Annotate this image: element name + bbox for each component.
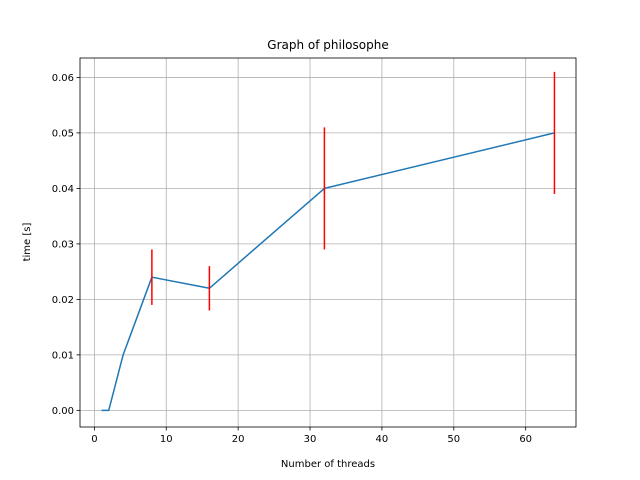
x-axis: 0 10 20 30 40 50 60 xyxy=(91,427,532,445)
x-axis-label: Number of threads xyxy=(281,459,375,470)
y-tick-label: 0.04 xyxy=(52,184,74,195)
grid xyxy=(80,58,576,427)
x-tick-label: 20 xyxy=(232,434,245,445)
y-tick-label: 0.06 xyxy=(52,73,74,84)
x-tick-label: 30 xyxy=(304,434,317,445)
y-tick-label: 0.01 xyxy=(52,350,74,361)
x-tick-label: 10 xyxy=(160,434,173,445)
x-tick-label: 50 xyxy=(447,434,460,445)
x-tick-label: 40 xyxy=(376,434,389,445)
x-tick-label: 60 xyxy=(519,434,532,445)
y-tick-label: 0.02 xyxy=(52,295,74,306)
plot-frame xyxy=(79,57,577,428)
y-tick-label: 0.03 xyxy=(52,239,74,250)
y-tick-label: 0.05 xyxy=(52,128,74,139)
x-tick-label: 0 xyxy=(91,434,97,445)
y-tick-label: 0.00 xyxy=(52,406,74,417)
chart-title: Graph of philosophe xyxy=(267,38,388,52)
y-axis: 0.00 0.01 0.02 0.03 0.04 0.05 0.06 xyxy=(52,73,80,417)
plot-area xyxy=(80,58,576,427)
y-axis-label: time [s] xyxy=(22,223,33,262)
error-bars-layer xyxy=(151,71,556,311)
